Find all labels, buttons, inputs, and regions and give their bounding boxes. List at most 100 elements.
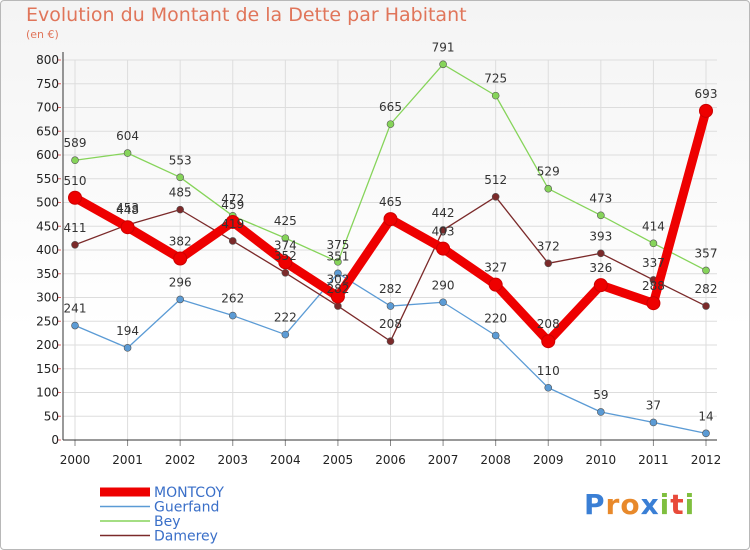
data-label-montcoy: 302	[326, 273, 349, 287]
logo-letter: i	[659, 488, 671, 521]
data-point-bey	[702, 266, 710, 275]
data-label-montcoy: 465	[379, 195, 402, 209]
y-tick-label: 650	[36, 124, 59, 138]
data-label-guerfand: 37	[646, 398, 661, 412]
data-point-damerey	[702, 302, 710, 310]
data-label-montcoy: 382	[169, 235, 192, 249]
data-label-damerey: 337	[642, 256, 665, 270]
x-tick-label: 2012	[691, 453, 722, 467]
data-label-guerfand: 290	[432, 278, 455, 292]
data-label-guerfand: 110	[537, 364, 560, 378]
data-point-guerfand	[71, 321, 79, 330]
data-label-damerey: 282	[326, 282, 349, 296]
y-axis-ticks: 0 50 100 150 200 250 300 350 400 450 500 550 600 650 7…	[36, 53, 59, 447]
data-point-guerfand	[386, 302, 395, 310]
data-point-damerey	[281, 268, 290, 277]
data-point-montcoy	[593, 278, 608, 293]
data-point-bey	[123, 149, 132, 157]
data-label-montcoy: 326	[589, 261, 612, 275]
data-point-guerfand	[597, 408, 605, 416]
data-label-montcoy: 459	[221, 198, 244, 212]
data-label-bey: 791	[432, 40, 455, 54]
x-tick-label: 2005	[323, 453, 354, 467]
data-point-montcoy	[699, 103, 713, 118]
data-point-damerey	[491, 193, 500, 201]
data-label-damerey: 393	[589, 229, 612, 243]
data-point-guerfand	[649, 418, 658, 427]
y-tick-label: 0	[51, 433, 59, 447]
x-tick-label: 2002	[165, 453, 196, 467]
data-label-bey: 375	[326, 238, 349, 252]
data-label-bey: 425	[274, 214, 297, 228]
data-label-damerey: 485	[169, 186, 192, 200]
data-point-bey	[176, 173, 184, 182]
data-point-montcoy	[488, 277, 503, 292]
data-point-bey	[491, 91, 500, 100]
data-label-guerfand: 194	[116, 324, 139, 338]
axes	[57, 52, 717, 446]
logo-letter: r	[605, 488, 621, 521]
x-tick-label: 2010	[586, 453, 617, 467]
data-point-montcoy	[383, 212, 398, 227]
data-point-montcoy	[541, 334, 556, 349]
data-label-bey: 589	[64, 136, 87, 150]
data-label-guerfand: 262	[221, 292, 244, 306]
data-point-bey	[439, 60, 447, 69]
data-label-guerfand: 241	[64, 302, 87, 316]
y-tick-label: 200	[36, 338, 59, 352]
data-label-montcoy: 403	[432, 225, 455, 239]
x-tick-label: 2007	[428, 453, 459, 467]
data-point-bey	[71, 156, 79, 165]
legend-label-guerfand: Guerfand	[154, 500, 219, 516]
data-point-guerfand	[228, 311, 237, 320]
data-point-damerey	[439, 226, 447, 234]
x-tick-label: 2001	[112, 453, 143, 467]
data-label-guerfand: 59	[593, 388, 608, 402]
data-point-guerfand	[176, 295, 184, 304]
data-label-damerey: 282	[695, 282, 718, 296]
legend-label-bey: Bey	[154, 514, 181, 530]
data-label-montcoy: 288	[642, 279, 665, 293]
data-point-damerey	[334, 302, 342, 310]
y-tick-label: 300	[36, 291, 59, 305]
data-label-bey: 529	[537, 165, 560, 179]
y-tick-label: 450	[36, 219, 59, 233]
y-tick-label: 350	[36, 267, 59, 281]
x-axis-ticks: 2000 2001 2002 2003 2004 2005 2006 2007 2008 2009…	[60, 453, 722, 467]
chart-subtitle: (en €)	[26, 28, 59, 41]
data-label-bey: 665	[379, 100, 402, 114]
y-tick-label: 100	[36, 386, 59, 400]
logo-letter: t	[670, 488, 685, 521]
x-tick-label: 2004	[270, 453, 301, 467]
data-label-guerfand: 351	[326, 249, 349, 263]
data-label-damerey: 453	[116, 201, 139, 215]
data-point-damerey	[176, 205, 184, 214]
y-tick-label: 550	[36, 172, 59, 186]
y-tick-label: 600	[36, 148, 59, 162]
data-label-damerey: 352	[274, 249, 297, 263]
y-tick-label: 50	[44, 409, 59, 423]
data-point-montcoy	[436, 241, 451, 256]
x-tick-label: 2008	[480, 453, 511, 467]
data-label-damerey: 411	[64, 221, 87, 235]
data-point-montcoy	[278, 255, 293, 270]
x-tick-label: 2011	[638, 453, 669, 467]
data-point-montcoy	[225, 214, 240, 229]
proxiti-logo: Proxiti	[584, 488, 695, 521]
y-tick-label: 150	[36, 362, 59, 376]
y-tick-label: 500	[36, 196, 59, 210]
data-point-guerfand	[702, 429, 710, 438]
data-point-guerfand	[123, 344, 132, 352]
y-tick-label: 250	[36, 314, 59, 328]
data-point-bey	[281, 234, 290, 242]
data-point-montcoy	[330, 289, 345, 304]
data-label-guerfand: 220	[484, 312, 507, 326]
data-label-guerfand: 282	[379, 282, 402, 296]
logo-letter: o	[620, 488, 641, 521]
data-point-montcoy	[646, 296, 661, 311]
data-point-bey	[334, 258, 342, 266]
data-label-guerfand: 296	[169, 275, 192, 289]
data-label-damerey: 208	[379, 317, 402, 331]
